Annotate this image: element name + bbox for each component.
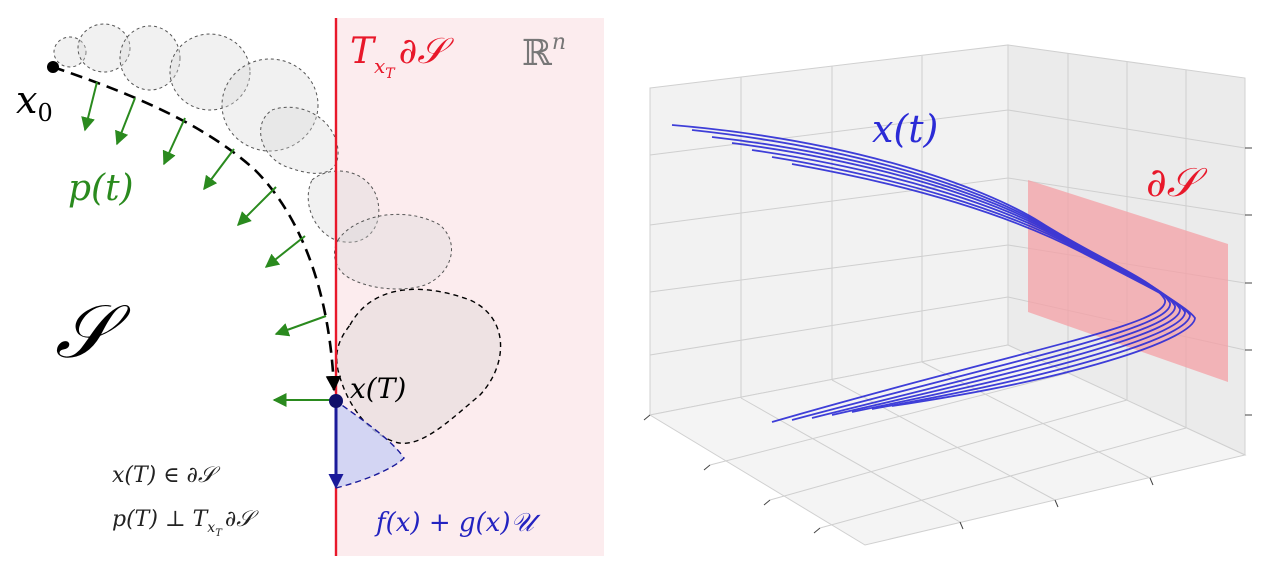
axis-ticks — [643, 147, 1252, 534]
terminal-condition-1: x(T) ∈ ∂𝒮 — [112, 463, 221, 488]
terminal-state-label: x(T) — [350, 372, 406, 405]
boundary-label: ∂𝒮 — [1146, 160, 1208, 206]
space-label: ℝn — [522, 30, 566, 74]
right-3d-plot: x(t) ∂𝒮 — [643, 44, 1252, 546]
terminal-condition-2: p(T) ⊥ TxT∂𝒮 — [112, 507, 259, 539]
costate-label: p(t) — [68, 168, 134, 209]
pane-floor — [648, 344, 1247, 546]
trajectories — [671, 124, 1196, 423]
dynamics-label: f(x) + g(x)𝒰 — [374, 508, 541, 538]
reachable-sets — [53, 23, 452, 290]
tangent-label: TxT∂𝒮 — [350, 31, 454, 82]
x0-label: x0 — [16, 78, 53, 127]
terminal-reachable-set — [336, 288, 502, 444]
costate-arrows — [81, 81, 334, 407]
boundary-plane — [1028, 180, 1228, 382]
start-point — [47, 61, 59, 73]
left-diagram: TxT∂𝒮 ℝn x0 p(t) 𝒮 x(T) x(T) ∈ ∂𝒮 p(T) ⊥… — [16, 18, 604, 556]
velocity-cone — [336, 401, 404, 488]
set-label: 𝒮 — [55, 289, 131, 375]
optimal-trajectory — [52, 65, 342, 392]
trajectory-label: x(t) — [872, 107, 938, 151]
terminal-point — [329, 394, 343, 408]
